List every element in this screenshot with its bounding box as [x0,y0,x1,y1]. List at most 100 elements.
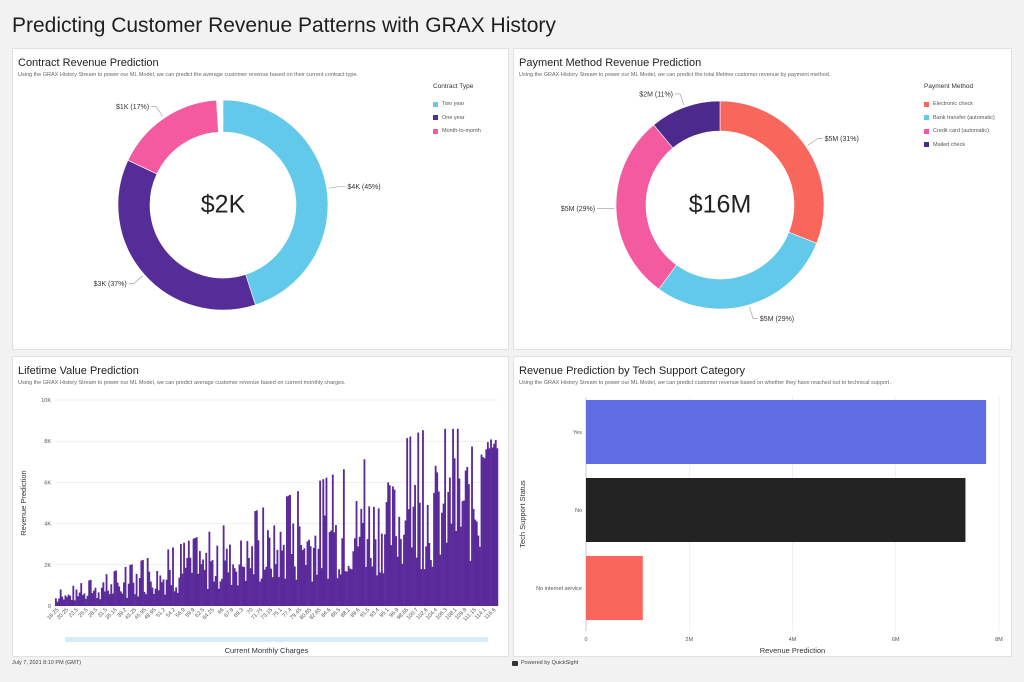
lifetime-bar [274,564,277,606]
lifetime-bar [398,516,401,606]
legend-item[interactable]: Electronic check [924,101,973,107]
donut-slice[interactable] [658,231,818,310]
lifetime-bar [236,585,239,606]
lifetime-bar [439,554,442,606]
lifetime-bar [384,534,386,606]
lifetime-bar [450,523,453,606]
lifetime-bar [97,592,100,606]
x-tick-label: 56.9 [175,607,187,619]
lifetime-bar [227,572,230,606]
lifetime-bar [113,571,116,606]
lifetime-bar [292,523,295,606]
legend-item[interactable]: One year [433,115,465,121]
y-tick-label: 8K [44,439,51,445]
lifetime-bar [191,572,193,606]
lifetime-bar [436,472,439,606]
lifetime-bar [312,547,315,606]
lifetime-bar [172,547,174,606]
slice-leader-line [328,186,346,189]
lifetime-bar [285,496,288,606]
lifetime-bar [156,570,159,606]
x-tick-label: 77.4 [282,607,294,619]
lifetime-bar [385,502,388,606]
legend-item[interactable]: Credit card (automatic) [924,128,989,134]
lifetime-bar [230,584,233,606]
legend-item[interactable]: Month-to-month [433,128,481,134]
contract-donut-chart[interactable]: $4K (45%) $3K (37%) $1K (17%) [13,49,509,350]
lifetime-bar [483,458,486,606]
tech-support-bar[interactable] [586,400,987,464]
legend-label: Month-to-month [442,128,481,134]
lifetime-bar [219,581,222,606]
lifetime-bar [303,548,306,606]
lifetime-bar-chart[interactable]: 02K4K6K8K10K18.2520.2522.525.528.531.535… [13,357,509,657]
lifetime-bar [401,563,404,606]
powered-by[interactable]: Powered by QuickSight [512,660,578,666]
lifetime-bar [403,534,405,606]
legend-item[interactable]: Two year [433,101,464,107]
lifetime-bar [426,505,429,606]
lifetime-bar [111,593,114,606]
legend-item[interactable]: Bank transfer (automatic) [924,115,995,121]
lifetime-bar [260,578,263,606]
lifetime-bar [431,566,434,606]
x-tick-label: 66 [217,607,226,616]
tech-support-bar-chart[interactable]: 0 2M 4M 6M 8M Yes No No internet service Tech Su… [514,357,1012,657]
lifetime-bar [69,595,72,606]
lifetime-bar [358,536,361,606]
lifetime-bar [252,574,255,606]
lifetime-bar [213,581,216,606]
lifetime-bar [496,448,499,606]
lifetime-bar [108,594,111,606]
donut-slice[interactable] [117,159,256,311]
lifetime-bar [479,546,481,606]
lifetime-bar [374,539,377,606]
donut-slice[interactable] [222,99,329,306]
x-tick-label: 6M [892,637,900,643]
donut-slice[interactable] [653,100,721,149]
lifetime-bar [198,551,201,606]
lifetime-bar [373,506,375,606]
lifetime-bar [100,587,103,606]
lifetime-bar [447,492,450,606]
lifetime-bar [320,568,323,606]
donut-slice[interactable] [615,124,677,290]
lifetime-bar [309,546,312,606]
donut-center-total: $16M [688,190,752,219]
lifetime-bar [444,428,447,606]
lifetime-bar [354,538,356,606]
donut-slice[interactable] [127,99,219,175]
tech-support-bar[interactable] [586,478,966,542]
lifetime-bar [59,589,62,606]
lifetime-bar [406,438,409,606]
lifetime-bar [66,596,68,606]
lifetime-bar [289,494,291,606]
y-axis-title: Tech Support Status [518,480,527,548]
lifetime-bar [85,598,87,606]
legend-swatch [924,128,929,134]
slice-label: $3K (37%) [94,281,127,288]
lifetime-bar [376,575,379,606]
tech-support-bar[interactable] [586,556,643,620]
lifetime-bar [184,567,187,606]
lifetime-bar [251,546,254,606]
lifetime-bar [206,588,209,606]
payment-donut-chart[interactable]: $5M (31%) $5M (29%) $5M (29%) $2M (11%) [514,49,1012,350]
lifetime-bar [267,530,269,606]
horizontal-scrollbar[interactable] [65,637,488,642]
slice-leader-line [675,93,685,106]
lifetime-bar [216,545,219,606]
lifetime-bar [391,486,394,606]
lifetime-bar [149,581,152,606]
lifetime-bar [75,589,78,606]
lifetime-bar [221,578,223,606]
y-tick-label: 2K [44,563,51,569]
lifetime-bar [127,583,130,606]
x-tick-label: 69.3 [233,607,245,619]
lifetime-bar [202,559,204,606]
lifetime-bar [455,530,458,606]
donut-slice[interactable] [719,100,825,244]
legend-item[interactable]: Mailed check [924,142,965,148]
lifetime-bar [279,531,282,606]
lifetime-bar [352,551,355,606]
